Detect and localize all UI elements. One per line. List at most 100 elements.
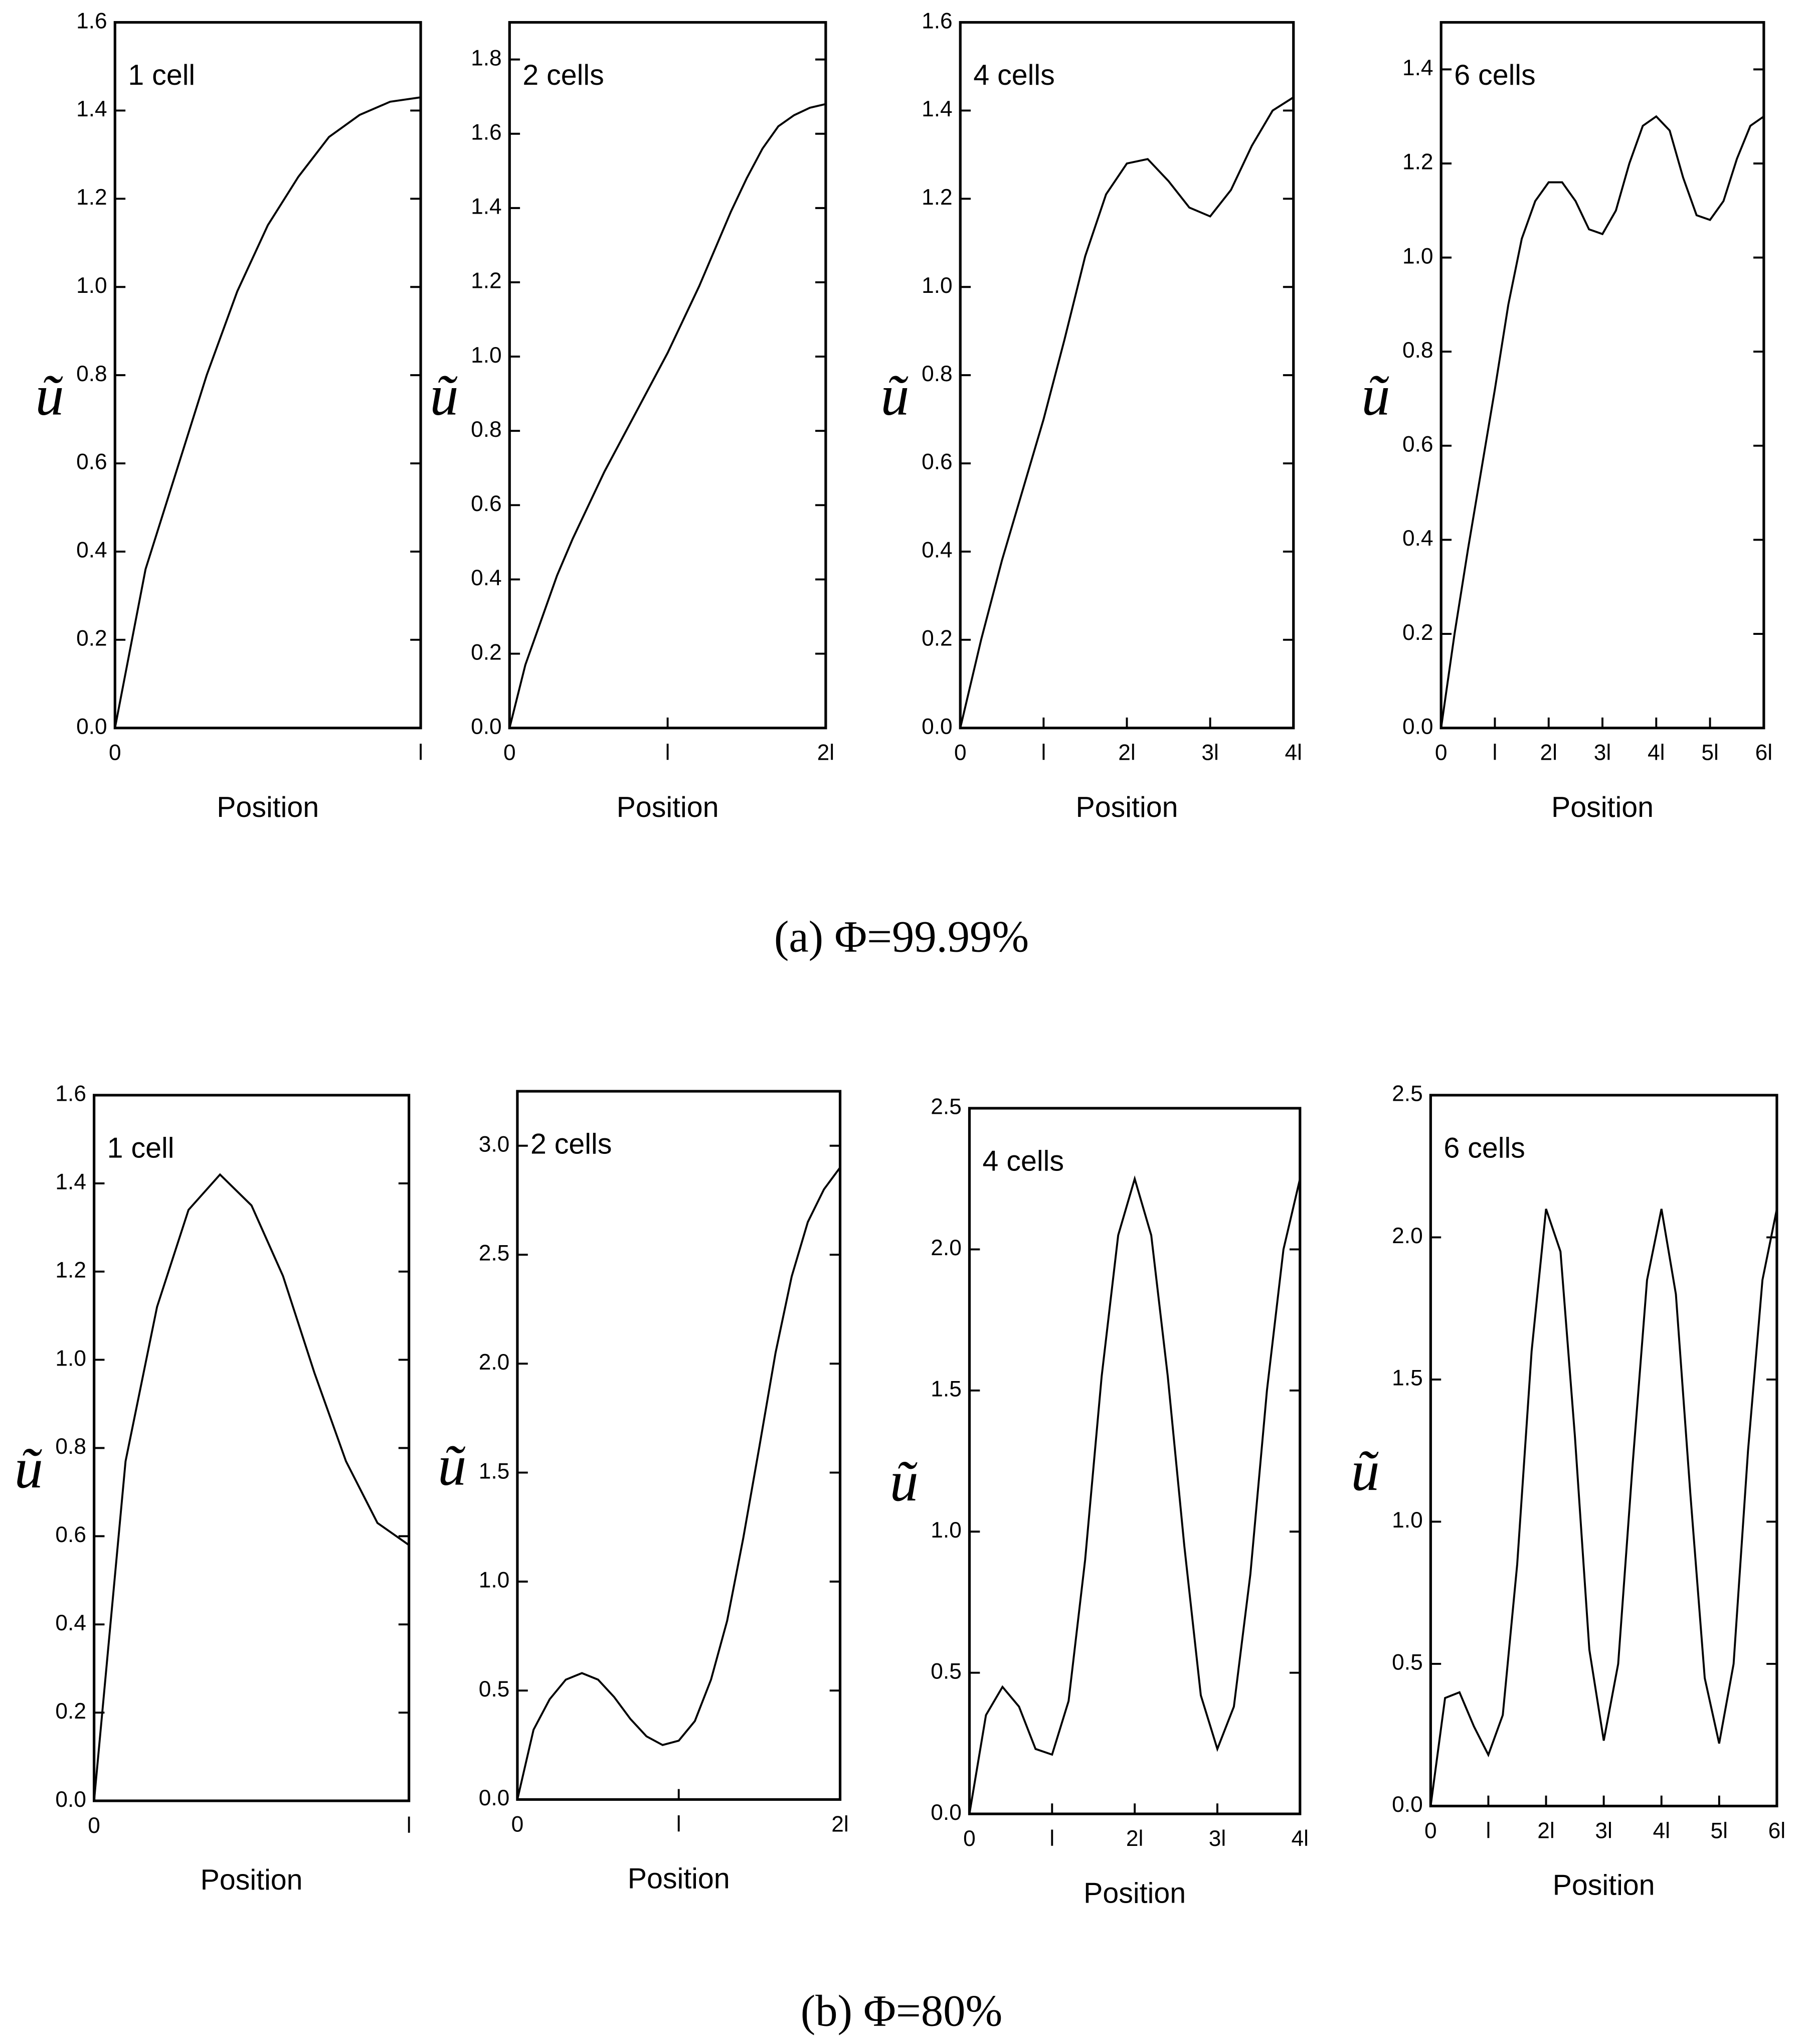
- y-tick-label: 0.8: [76, 362, 107, 386]
- line: [93, 1173, 410, 1801]
- x-tick-label: 6l: [1755, 741, 1772, 765]
- caption: (b) Φ=80%: [801, 1986, 1003, 2035]
- x-tick-label: l: [1041, 741, 1046, 765]
- x-tick-label: 3l: [1209, 1826, 1226, 1851]
- line: [1429, 1209, 1778, 1806]
- x-tick-label: 0: [1435, 741, 1448, 765]
- y-tick-label: 0.0: [1402, 714, 1433, 739]
- annotation: 6 cells: [1444, 1132, 1525, 1164]
- x-tick-label: 5l: [1701, 741, 1718, 765]
- y-tick-label: 1.5: [479, 1459, 510, 1483]
- y-axis-label: ũ: [35, 364, 64, 427]
- x-tick-label: l: [665, 741, 670, 765]
- annotation: 6 cells: [1454, 59, 1535, 91]
- y-tick-label: 0.2: [471, 640, 502, 664]
- y-tick-label: 1.6: [922, 9, 953, 33]
- y-tick-label: 1.2: [471, 269, 502, 293]
- y-tick-label: 1.4: [1402, 56, 1433, 80]
- y-axis-label: ũ: [890, 1449, 919, 1513]
- annotation: 1 cell: [107, 1132, 174, 1164]
- x-tick-label: 2l: [831, 1812, 848, 1836]
- x-tick-label: 2l: [1540, 741, 1557, 765]
- y-tick-label: 0.0: [76, 714, 107, 739]
- y-tick-label: 1.0: [922, 273, 953, 298]
- x-tick-label: 4l: [1292, 1826, 1309, 1851]
- y-tick-label: 0.6: [1402, 432, 1433, 457]
- annotation: 4 cells: [983, 1145, 1064, 1177]
- x-tick-label: 5l: [1711, 1818, 1728, 1843]
- x-tick-label: l: [407, 1813, 412, 1838]
- y-tick-label: 1.5: [931, 1377, 962, 1402]
- y-tick-label: 1.6: [76, 9, 107, 33]
- x-tick-label: 3l: [1595, 1818, 1612, 1843]
- plot-frame: [959, 21, 1295, 730]
- x-tick-label: 0: [1424, 1818, 1437, 1843]
- plot-frame: [93, 1094, 411, 1802]
- y-tick-label: 1.0: [76, 273, 107, 298]
- y-tick-label: 0.8: [1402, 338, 1433, 363]
- x-tick-label: 0: [88, 1813, 100, 1838]
- plot-frame: [113, 21, 422, 730]
- y-tick-label: 1.0: [479, 1568, 510, 1593]
- y-tick-label: 0.4: [922, 538, 953, 563]
- y-axis-label: ũ: [15, 1436, 43, 1500]
- annotation: 2 cells: [522, 59, 604, 91]
- x-tick-label: 2l: [1126, 1826, 1143, 1851]
- y-tick-label: 3.0: [479, 1132, 510, 1156]
- y-tick-label: 1.2: [55, 1258, 86, 1282]
- line: [968, 1175, 1301, 1814]
- x-tick-label: l: [1493, 741, 1498, 765]
- x-tick-label: 0: [511, 1812, 524, 1836]
- y-tick-label: 1.6: [55, 1082, 86, 1106]
- y-tick-label: 1.0: [471, 343, 502, 368]
- x-tick-label: 0: [109, 741, 121, 765]
- y-tick-label: 1.4: [76, 97, 107, 121]
- x-tick-label: 2l: [1118, 741, 1135, 765]
- y-axis-label: ũ: [430, 364, 458, 427]
- line: [516, 1167, 841, 1800]
- y-tick-label: 1.0: [1402, 244, 1433, 268]
- x-axis-label: Position: [217, 791, 319, 823]
- y-tick-label: 0.0: [931, 1800, 962, 1825]
- y-tick-label: 2.5: [1392, 1082, 1423, 1106]
- x-tick-label: 2l: [1537, 1818, 1554, 1843]
- x-tick-label: 4l: [1285, 741, 1302, 765]
- y-tick-label: 0.0: [479, 1786, 510, 1810]
- plot-frame: [516, 1090, 842, 1801]
- y-tick-label: 0.0: [55, 1787, 86, 1812]
- y-tick-label: 1.8: [471, 46, 502, 70]
- y-tick-label: 0.0: [1392, 1792, 1423, 1817]
- y-tick-label: 1.2: [922, 185, 953, 210]
- y-tick-label: 0.4: [55, 1611, 86, 1635]
- y-tick-label: 0.5: [931, 1659, 962, 1683]
- y-tick-label: 0.4: [471, 566, 502, 590]
- y-axis-label: ũ: [1361, 364, 1390, 427]
- x-tick-label: l: [1486, 1818, 1491, 1843]
- x-tick-label: 3l: [1594, 741, 1611, 765]
- y-tick-label: 1.0: [931, 1518, 962, 1543]
- y-tick-label: 0.8: [471, 417, 502, 442]
- y-tick-label: 1.0: [55, 1346, 86, 1371]
- y-tick-label: 0.6: [76, 450, 107, 474]
- y-tick-label: 2.5: [479, 1241, 510, 1266]
- plot-frame: [508, 21, 827, 730]
- y-tick-label: 0.5: [1392, 1650, 1423, 1675]
- y-tick-label: 0.4: [76, 538, 107, 563]
- y-axis-label: ũ: [438, 1434, 466, 1497]
- y-tick-label: 0.0: [471, 714, 502, 739]
- y-tick-label: 2.0: [1392, 1224, 1423, 1248]
- y-tick-label: 0.5: [479, 1677, 510, 1701]
- x-tick-label: 0: [954, 741, 967, 765]
- x-tick-label: l: [676, 1812, 681, 1836]
- y-tick-label: 0.6: [471, 491, 502, 516]
- x-tick-label: 3l: [1201, 741, 1218, 765]
- line: [508, 103, 826, 729]
- y-tick-label: 0.4: [1402, 526, 1433, 551]
- y-tick-label: 1.0: [1392, 1508, 1423, 1532]
- y-axis-label: ũ: [1351, 1439, 1379, 1502]
- x-axis-label: Position: [628, 1863, 730, 1895]
- y-tick-label: 0.8: [55, 1434, 86, 1459]
- x-tick-label: l: [418, 741, 423, 765]
- line: [959, 96, 1294, 729]
